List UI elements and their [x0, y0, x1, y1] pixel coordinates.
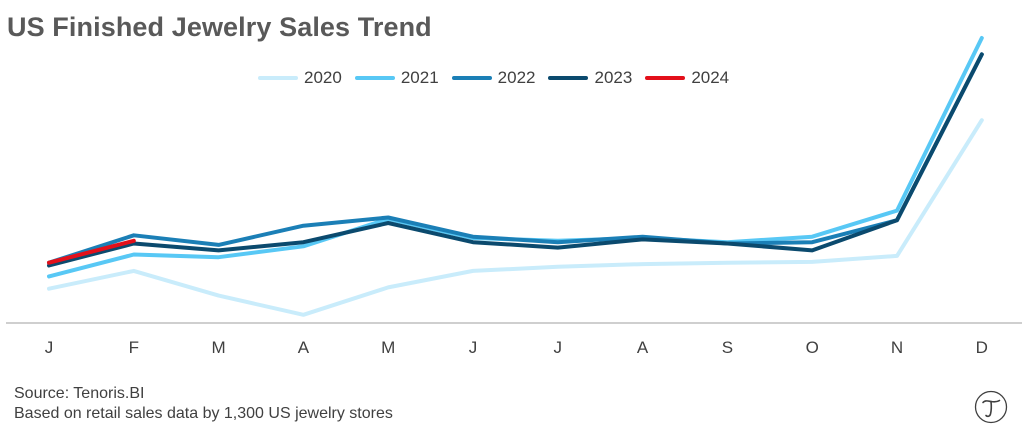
x-tick-label: F	[129, 338, 139, 357]
x-tick-label: A	[637, 338, 649, 357]
series-line-2023	[47, 52, 984, 268]
series-line-2020	[47, 118, 984, 317]
legend-swatch	[548, 76, 589, 80]
x-tick-label: A	[298, 338, 310, 357]
legend-item-2020: 2020	[258, 68, 342, 88]
source-description: Based on retail sales data by 1,300 US j…	[14, 405, 393, 422]
series-layer	[47, 36, 984, 317]
source-note: Source: Tenoris.BI Based on retail sales…	[14, 384, 393, 424]
x-tick-label: J	[554, 338, 563, 357]
chart-title: US Finished Jewelry Sales Trend	[7, 12, 432, 42]
legend-item-2023: 2023	[548, 68, 632, 88]
legend-label: 2021	[400, 68, 439, 87]
legend-item-2021: 2021	[354, 68, 439, 88]
x-tick-label: D	[976, 338, 988, 357]
x-tick-label: J	[469, 338, 478, 357]
legend-label: 2020	[304, 68, 342, 87]
x-tick-label: S	[722, 338, 733, 357]
legend-swatch	[645, 76, 686, 80]
series-line-2022	[47, 52, 984, 265]
legend-item-2024: 2024	[645, 68, 729, 88]
legend-swatch	[258, 76, 298, 80]
legend-item-2022: 2022	[451, 68, 536, 88]
legend-swatch	[451, 76, 492, 80]
x-tick-label: M	[381, 338, 395, 357]
legend-label: 2022	[497, 68, 536, 87]
series-line-2024	[47, 238, 136, 265]
x-tick-label: O	[806, 338, 819, 357]
source-line: Source: Tenoris.BI	[14, 385, 145, 402]
tenoris-logo-icon	[974, 390, 1008, 424]
legend-swatch	[354, 76, 395, 80]
legend-label: 2023	[594, 68, 633, 87]
x-tick-label: M	[212, 338, 226, 357]
chart-legend: 2020 2021 2022 2023 2024	[258, 68, 742, 88]
x-tick-label: N	[891, 338, 903, 357]
x-tick-label: J	[45, 338, 54, 357]
legend-label: 2024	[691, 68, 730, 87]
